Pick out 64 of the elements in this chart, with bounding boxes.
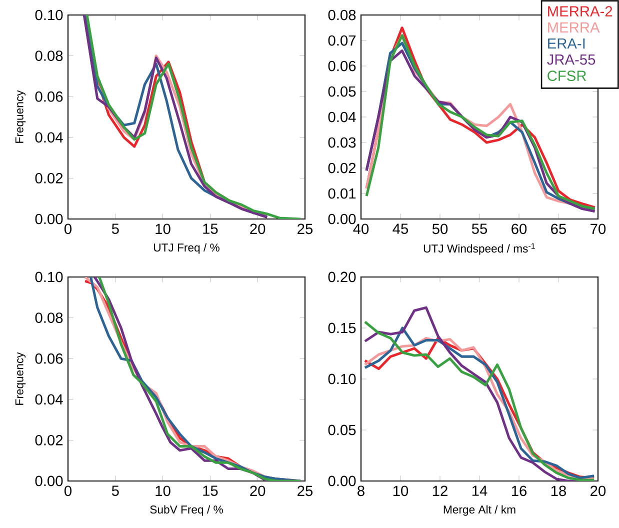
x-tick-label: 0	[64, 486, 72, 496]
x-tick-label: 55	[472, 224, 488, 234]
x-axis-title: Merge Alt / km	[444, 505, 516, 516]
x-axis-title: UTJ Windspeed / ms$^{-1}$	[424, 243, 535, 255]
y-tick-label: 0.04	[35, 394, 63, 405]
y-tick-label: 0.00	[35, 214, 63, 224]
x-tick-label: 14	[472, 486, 488, 496]
text: MERRA-2	[548, 6, 612, 16]
x-axis-title: SubV Freq / %	[150, 505, 223, 516]
y-tick-label: 0.08	[35, 50, 63, 61]
x-axis-title: UTJ Freq / %	[154, 243, 220, 254]
y-tick-label: 0.02	[35, 435, 63, 446]
y-tick-label: 0.08	[328, 10, 356, 20]
x-tick-label: 40	[353, 224, 369, 234]
y-tick-label: 0.10	[35, 10, 63, 20]
y-tick-label: 0.05	[328, 86, 356, 97]
x-tick-label: 50	[432, 224, 448, 234]
y-tick-label: 0.04	[328, 112, 356, 122]
y-tick-label: 0.04	[35, 132, 63, 143]
x-tick-label: 10	[156, 486, 170, 496]
text: JRA-55	[547, 54, 596, 65]
y-tick-label: 0.01	[328, 188, 356, 199]
text: MERRA	[548, 22, 600, 32]
y-tick-label: 0.20	[328, 272, 356, 282]
x-tick-label: 12	[432, 486, 448, 496]
x-tick-label: 0	[64, 224, 72, 234]
x-tick-label: 15	[203, 224, 218, 234]
y-tick-label: 0.03	[328, 137, 356, 148]
x-tick-label: 5	[112, 224, 119, 234]
y-tick-label: 0.05	[328, 424, 356, 436]
y-tick-label: 0.10	[328, 374, 356, 384]
y-tick-label: 0.00	[35, 476, 63, 486]
x-tick-label: 16	[512, 486, 526, 496]
y-tick-label: 0.02	[35, 173, 63, 184]
text: ERA-I	[548, 38, 585, 49]
x-tick-label: 20	[590, 486, 606, 496]
y-tick-label: 0.06	[328, 60, 356, 72]
x-tick-label: 25	[298, 224, 313, 234]
x-tick-label: 25	[298, 486, 313, 496]
x-tick-label: 20	[250, 224, 266, 234]
line-series	[86, 14, 302, 219]
x-tick-label: 8	[358, 486, 364, 496]
y-axis-title: Frequency	[15, 90, 26, 143]
y-tick-label: 0.00	[328, 214, 356, 224]
x-tick-label: 20	[250, 486, 266, 496]
x-tick-label: 15	[203, 486, 218, 496]
x-tick-label: 60	[512, 224, 527, 234]
x-tick-label: 45	[392, 224, 408, 234]
x-tick-label: 65	[551, 224, 566, 234]
x-tick-label: 70	[590, 224, 606, 234]
x-tick-label: 10	[393, 486, 408, 496]
y-tick-label: 0.02	[328, 162, 356, 174]
y-tick-label: 0.08	[35, 312, 63, 323]
x-tick-label: 5	[112, 486, 119, 496]
y-tick-label: 0.06	[35, 91, 63, 102]
y-tick-label: 0.15	[328, 322, 356, 334]
y-tick-label: 0.06	[35, 353, 63, 364]
y-tick-label: 0.07	[328, 35, 356, 46]
y-tick-label: 0.00	[328, 476, 356, 486]
x-tick-label: 18	[551, 486, 566, 496]
y-tick-label: 0.10	[35, 272, 63, 282]
x-tick-label: 10	[156, 224, 170, 234]
text: CFSR	[548, 70, 586, 82]
y-axis-title: Frequency	[15, 352, 26, 405]
